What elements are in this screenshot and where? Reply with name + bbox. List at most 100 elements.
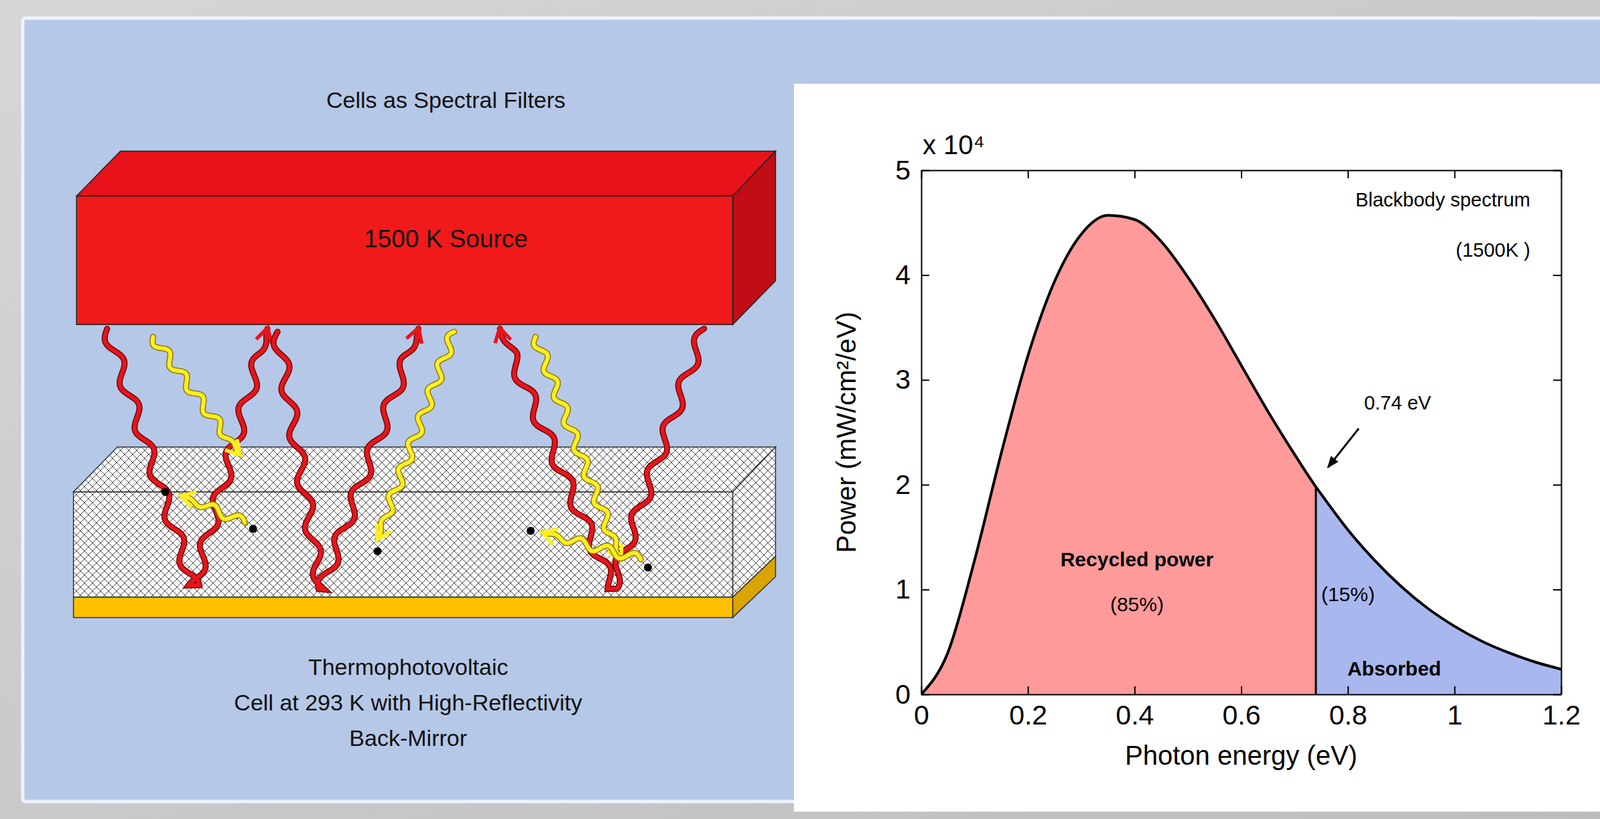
mirror-side	[732, 556, 776, 618]
yellow-ray-outline	[533, 337, 621, 560]
tick	[1134, 170, 1136, 179]
tick	[1553, 589, 1562, 591]
tick-mark	[1134, 170, 1136, 179]
tick-label: 1	[895, 573, 911, 605]
tick-mark	[1553, 274, 1562, 277]
annotation: 0.74 eV	[1364, 391, 1432, 414]
source-label: 1500 K Source	[363, 225, 528, 253]
tick	[1348, 170, 1349, 179]
spectrum-line	[921, 215, 1562, 695]
region-label: Absorbed	[1347, 657, 1442, 680]
carrier-dot	[373, 546, 382, 555]
tick	[1553, 274, 1562, 276]
tick: 4	[895, 259, 930, 291]
tick-mark	[921, 379, 930, 381]
tick-mark	[1027, 686, 1030, 695]
tick-mark	[1453, 170, 1456, 179]
yellow-ray	[377, 331, 455, 539]
tick-mark	[1240, 170, 1243, 179]
cell-top	[73, 446, 776, 492]
tick-mark	[1347, 170, 1349, 179]
tick-mark	[1240, 686, 1243, 695]
red-ray-outline	[499, 328, 705, 589]
region-area	[1315, 486, 1562, 695]
tick-mark	[1347, 686, 1349, 695]
tick-label: 0	[913, 699, 930, 731]
tick	[1027, 170, 1029, 179]
red-ray	[273, 328, 419, 589]
tick-mark	[1553, 170, 1562, 172]
source-top	[76, 150, 776, 196]
tick-mark	[1453, 686, 1456, 695]
yellow-ray-outline	[542, 532, 641, 560]
tick: 0.2	[1009, 686, 1048, 731]
tick	[1553, 694, 1562, 695]
tick	[1454, 170, 1456, 179]
region-labels: Recycled power(85%)(15%)Absorbed	[1060, 548, 1442, 680]
annotation: Blackbody spectrum	[1355, 188, 1531, 211]
tick: 1	[1447, 686, 1463, 731]
tick-label: 3	[895, 363, 911, 395]
yellow-ray-outline	[152, 337, 240, 455]
yellow-ray	[181, 495, 245, 523]
source-side	[732, 150, 776, 325]
tick-mark	[1553, 588, 1562, 591]
cell-caption: Thermophotovoltaic	[308, 653, 509, 680]
tick-label: 1	[1447, 699, 1463, 731]
plot-area	[921, 215, 1562, 695]
red-ray	[104, 328, 268, 585]
axis: 012345	[895, 154, 930, 710]
annotation-arrow	[1327, 428, 1359, 468]
tick-mark	[1134, 686, 1136, 695]
tick: 0.8	[1329, 686, 1368, 731]
carrier-dot	[526, 526, 535, 535]
back-mirror	[73, 596, 733, 618]
tick-label: 4	[895, 259, 911, 291]
tick-mark	[1027, 170, 1030, 179]
axis: 0 0.2 0.4 0.6 0.8 1 1.2	[913, 686, 1581, 731]
diagram: Cells as Spectral Filters 1500 K Source Th…	[73, 87, 776, 751]
tick	[1553, 379, 1562, 381]
diagram-title: Cells as Spectral Filters	[326, 87, 566, 113]
axis	[1553, 170, 1562, 695]
tick-mark	[1553, 694, 1562, 696]
tick: 3	[895, 363, 930, 395]
tick: 0.4	[1115, 686, 1154, 731]
region-area	[921, 215, 1316, 695]
yellow-ray-outline	[377, 331, 455, 539]
tick	[921, 170, 922, 179]
carrier-dot	[249, 524, 258, 533]
red-ray-outline	[273, 328, 419, 589]
tick-mark	[921, 588, 930, 591]
source-front	[76, 195, 733, 325]
yellow-ray-outline	[181, 495, 245, 523]
red-ray	[499, 328, 705, 589]
carrier-dot	[643, 563, 652, 572]
tick-label: 0.6	[1222, 699, 1261, 731]
yellow-ray	[152, 337, 240, 455]
tick	[1553, 170, 1562, 171]
region-share: (15%)	[1321, 582, 1375, 606]
axis-line	[921, 170, 923, 695]
tick-label: 1.2	[1542, 699, 1581, 731]
carrier-dot	[161, 487, 170, 496]
tick-label: 0.4	[1115, 699, 1154, 731]
y-axis-title: Power (mW/cm²/eV)	[831, 311, 861, 553]
tick-label: 0.8	[1329, 699, 1368, 731]
annotation: (1500K )	[1455, 239, 1531, 261]
tick-label: 5	[895, 154, 911, 186]
tick-mark	[1553, 379, 1562, 381]
region-share: (85%)	[1110, 592, 1164, 616]
cell-caption: Back-Mirror	[349, 724, 468, 751]
tick-mark	[921, 694, 930, 696]
tick-mark	[921, 274, 930, 277]
y-multiplier: x 10⁴	[922, 129, 985, 160]
region-boundary	[1314, 486, 1317, 695]
yellow-ray	[542, 532, 641, 560]
chart-background	[793, 83, 1600, 812]
axis	[921, 170, 1562, 179]
tick-label: 0	[895, 678, 911, 710]
tick-label: 0.2	[1009, 699, 1048, 731]
tick: 0.6	[1222, 686, 1261, 731]
tick: 1	[895, 573, 930, 605]
